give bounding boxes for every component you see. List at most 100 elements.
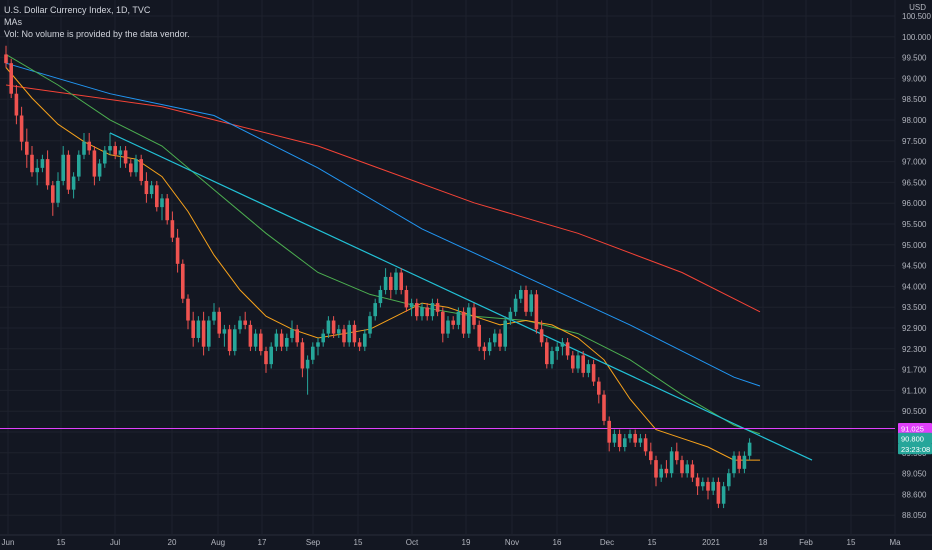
- candle: [264, 346, 268, 373]
- price-tick-label: 99.000: [902, 74, 927, 83]
- candle: [747, 438, 752, 461]
- mas-label[interactable]: MAs: [4, 17, 22, 27]
- candle: [737, 451, 741, 474]
- candle: [144, 172, 149, 203]
- candle: [77, 150, 81, 181]
- price-tick-label: 100.000: [902, 33, 931, 42]
- candle: [513, 294, 518, 317]
- candle: [378, 285, 383, 308]
- symbol-title[interactable]: U.S. Dollar Currency Index, 1D, TVC: [4, 5, 151, 15]
- time-tick-label: Sep: [306, 538, 321, 547]
- candle: [732, 451, 736, 478]
- chart-legend: U.S. Dollar Currency Index, 1D, TVC MAs …: [4, 4, 190, 40]
- currency-label[interactable]: USD: [909, 3, 926, 12]
- candle: [581, 351, 585, 378]
- candle: [695, 473, 700, 495]
- candle: [61, 146, 65, 186]
- time-tick-label: 20: [168, 538, 177, 547]
- candle: [550, 346, 554, 369]
- candle: [404, 285, 409, 312]
- candle: [680, 455, 684, 478]
- candle: [196, 316, 201, 343]
- chart-grid: [0, 0, 932, 536]
- candle: [227, 324, 232, 356]
- moving-averages: [0, 53, 895, 461]
- candle: [181, 259, 185, 304]
- candle: [519, 285, 523, 304]
- candle: [113, 141, 117, 160]
- candle: [586, 359, 591, 378]
- price-tick-label: 97.500: [902, 137, 927, 146]
- candle: [134, 154, 138, 177]
- candle: [706, 477, 710, 500]
- candle: [461, 307, 466, 338]
- candle: [571, 351, 575, 373]
- candle: [669, 447, 674, 478]
- candle: [716, 477, 721, 509]
- price-tick-label: 100.500: [902, 12, 931, 21]
- candle: [498, 329, 502, 352]
- price-tick-label: 96.000: [902, 199, 927, 208]
- candle: [248, 320, 253, 352]
- candle: [82, 132, 86, 160]
- svg-text:91.025: 91.025: [901, 424, 924, 433]
- price-tick-label: 88.050: [902, 511, 927, 520]
- candle: [394, 268, 398, 295]
- candle: [45, 150, 50, 190]
- candle: [51, 180, 55, 216]
- ma200-line: [5, 84, 761, 313]
- candle: [71, 172, 76, 199]
- price-tick-label: 90.500: [902, 407, 927, 416]
- candle: [4, 45, 8, 68]
- candle: [207, 316, 211, 352]
- price-tick-label: 92.300: [902, 345, 927, 354]
- candle: [170, 211, 175, 243]
- candle: [373, 298, 377, 321]
- candle: [430, 298, 435, 321]
- candle: [690, 460, 695, 482]
- volume-label[interactable]: Vol: No volume is provided by the data v…: [4, 29, 190, 39]
- candle: [155, 180, 159, 212]
- time-tick-label: 2021: [702, 538, 720, 547]
- time-tick-label: 15: [354, 538, 363, 547]
- candle: [118, 146, 123, 168]
- candle: [617, 429, 622, 452]
- candle: [623, 433, 627, 452]
- candle: [643, 433, 648, 456]
- time-tick-label: 15: [847, 538, 856, 547]
- svg-text:90.800: 90.800: [901, 434, 924, 443]
- time-axis[interactable]: Jun 15 Jul 20 Aug 17 Sep 15 Oct 19 Nov 16 Dec 15 2021 1…: [2, 538, 902, 547]
- candle: [441, 307, 445, 343]
- candle: [285, 333, 289, 352]
- candle: [701, 477, 705, 491]
- candle: [607, 416, 611, 452]
- candle: [721, 481, 726, 509]
- candle: [30, 146, 34, 177]
- time-tick-label: Aug: [211, 538, 225, 547]
- candle: [529, 289, 533, 317]
- candle: [253, 329, 258, 352]
- candle: [87, 132, 91, 155]
- candle: [217, 307, 221, 338]
- candle: [389, 272, 393, 299]
- price-tick-label: 88.600: [902, 490, 927, 499]
- ma100-line: [5, 62, 761, 387]
- candle: [201, 311, 206, 356]
- time-tick-label: 15: [57, 538, 66, 547]
- candle: [675, 442, 679, 465]
- candlesticks: [4, 45, 752, 509]
- candle: [25, 128, 29, 168]
- candle: [149, 180, 154, 199]
- candle: [555, 342, 559, 360]
- time-tick-label: Jun: [2, 538, 15, 547]
- time-tick-label: 19: [462, 538, 471, 547]
- trendline[interactable]: [109, 132, 813, 461]
- candle: [352, 320, 357, 347]
- price-tag: 23:23:08: [898, 443, 932, 455]
- candle: [435, 298, 440, 317]
- time-tick-label: 17: [258, 538, 267, 547]
- candle: [477, 320, 481, 352]
- candle: [175, 228, 180, 273]
- candle: [290, 320, 294, 343]
